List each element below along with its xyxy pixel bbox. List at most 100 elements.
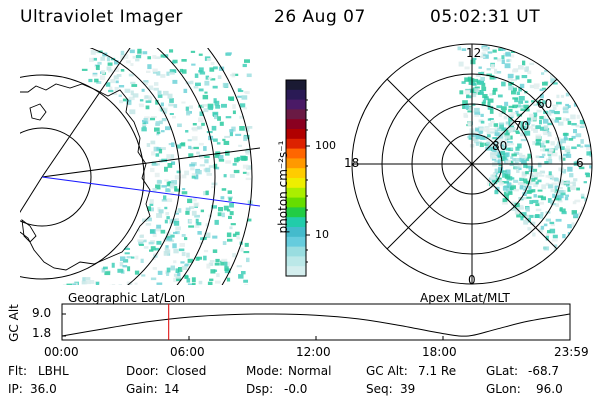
aurora-pixel	[501, 146, 506, 149]
image-title: Ultraviolet Imager	[20, 7, 183, 27]
aurora-pixel	[158, 148, 163, 154]
aurora-pixel	[501, 157, 507, 160]
aurora-pixel	[497, 127, 503, 132]
aurora-pixel	[166, 181, 171, 187]
aurora-pixel	[550, 200, 554, 205]
aurora-pixel	[541, 153, 546, 157]
aurora-pixel	[552, 107, 557, 110]
aurora-pixel	[173, 104, 178, 108]
aurora-pixel	[197, 125, 203, 130]
aurora-pixel	[143, 80, 149, 84]
aurora-pixel	[512, 104, 518, 109]
aurora-pixel	[527, 70, 532, 75]
aurora-pixel	[138, 243, 144, 246]
aurora-pixel	[476, 141, 482, 144]
aurora-pixel	[227, 238, 233, 242]
aurora-pixel	[529, 173, 534, 179]
aurora-pixel	[209, 260, 215, 263]
aurora-pixel	[211, 125, 217, 131]
aurora-pixel	[462, 100, 468, 105]
aurora-pixel	[528, 185, 532, 191]
aurora-pixel	[481, 86, 487, 92]
info-glat-label: GLat:	[486, 364, 519, 378]
aurora-pixel	[154, 172, 160, 178]
aurora-pixel	[218, 159, 225, 162]
aurora-pixel	[195, 218, 199, 224]
info-gain-value: 14	[164, 382, 180, 396]
aurora-pixel	[586, 151, 592, 156]
aurora-pixel	[556, 191, 561, 196]
aurora-pixel	[483, 54, 489, 59]
aurora-pixel	[533, 194, 537, 198]
aurora-pixel	[494, 190, 499, 195]
aurora-pixel	[508, 117, 513, 122]
aurora-pixel	[120, 256, 126, 261]
aurora-pixel	[160, 130, 165, 133]
colorbar-swatch	[286, 178, 306, 189]
aurora-pixel	[238, 144, 243, 147]
aurora-pixel	[511, 79, 518, 82]
polar-aurora-image	[457, 45, 592, 252]
aurora-pixel	[95, 281, 100, 285]
aurora-pixel	[516, 113, 523, 117]
aurora-pixel	[148, 241, 154, 245]
aurora-pixel	[493, 172, 499, 175]
aurora-pixel	[494, 129, 499, 134]
aurora-pixel	[228, 197, 232, 201]
aurora-pixel	[557, 200, 563, 203]
aurora-pixel	[155, 247, 160, 251]
info-glon-label: GLon:	[486, 382, 521, 396]
aurora-pixel	[545, 140, 550, 144]
aurora-pixel	[549, 109, 555, 114]
aurora-pixel	[547, 111, 552, 116]
aurora-pixel	[211, 186, 216, 189]
aurora-pixel	[213, 163, 218, 169]
aurora-pixel	[542, 148, 549, 152]
aurora-pixel	[243, 107, 248, 110]
aurora-pixel	[520, 108, 527, 111]
aurora-pixel	[193, 146, 199, 150]
aurora-pixel	[246, 257, 250, 263]
aurora-pixel	[208, 262, 214, 266]
aurora-pixel	[171, 154, 175, 159]
aurora-pixel	[480, 77, 485, 81]
aurora-pixel	[183, 88, 188, 94]
colorbar-swatch	[286, 99, 306, 110]
aurora-pixel	[535, 125, 541, 130]
aurora-pixel	[193, 202, 200, 207]
aurora-pixel	[486, 73, 493, 77]
colorbar-swatch	[286, 129, 306, 140]
aurora-pixel	[217, 155, 224, 160]
aurora-pixel	[509, 183, 515, 186]
aurora-pixel	[524, 69, 529, 73]
aurora-pixel	[161, 185, 167, 188]
aurora-pixel	[190, 284, 195, 285]
aurora-pixel	[520, 121, 524, 127]
aurora-pixel	[500, 106, 507, 111]
aurora-pixel	[81, 284, 86, 285]
aurora-pixel	[538, 174, 545, 177]
aurora-pixel	[101, 285, 104, 289]
aurora-pixel	[155, 227, 162, 232]
aurora-pixel	[508, 114, 515, 117]
aurora-pixel	[535, 140, 541, 144]
aurora-pixel	[540, 148, 545, 152]
aurora-pixel	[527, 153, 531, 159]
aurora-pixel	[558, 167, 565, 172]
aurora-pixel	[548, 171, 552, 176]
aurora-pixel	[526, 180, 531, 185]
aurora-pixel	[160, 74, 166, 78]
aurora-pixel	[570, 114, 576, 120]
aurora-pixel	[565, 194, 570, 197]
lat-label-60: 60	[537, 97, 553, 111]
aurora-pixel	[124, 54, 129, 59]
aurora-pixel	[569, 173, 574, 178]
aurora-pixel	[511, 177, 515, 180]
aurora-pixel	[504, 201, 508, 205]
colorbar-swatch	[286, 109, 306, 120]
aurora-pixel	[214, 262, 220, 266]
aurora-pixel	[229, 211, 234, 216]
aurora-pixel	[489, 120, 495, 124]
aurora-pixel	[552, 82, 558, 85]
aurora-pixel	[231, 126, 236, 132]
